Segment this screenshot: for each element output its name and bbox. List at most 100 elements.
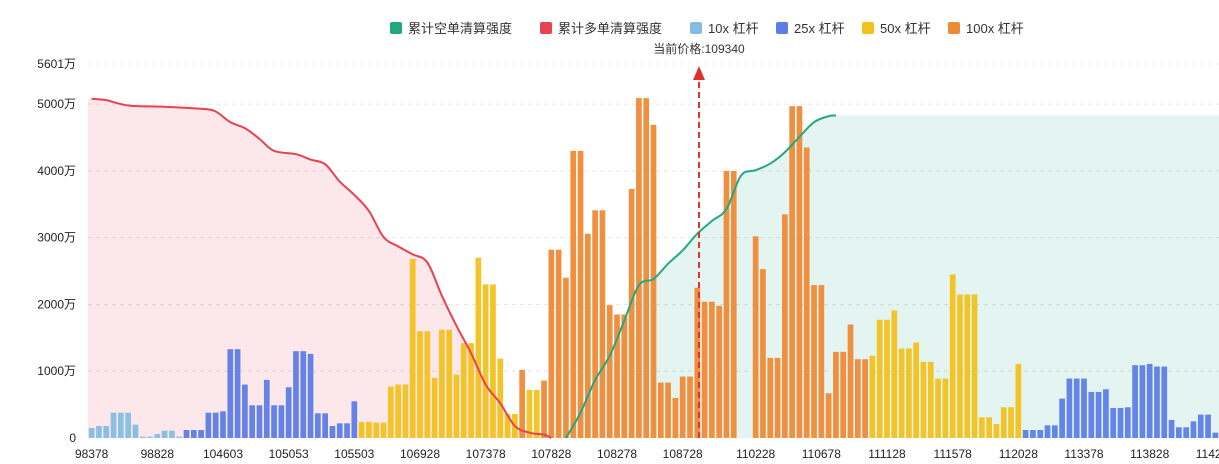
bar-129 bbox=[1030, 429, 1036, 438]
bar-18 bbox=[220, 411, 226, 438]
current-price-marker: 当前价格:109340 bbox=[653, 41, 745, 438]
legend-label: 50x 杠杆 bbox=[880, 21, 931, 36]
bar-51 bbox=[460, 343, 467, 438]
y-tick-label: 5000万 bbox=[37, 97, 76, 111]
bar-22 bbox=[249, 405, 256, 438]
x-tick-label: 113828 bbox=[1130, 447, 1169, 461]
bar-136 bbox=[1081, 378, 1087, 438]
x-tick-label: 110678 bbox=[802, 447, 841, 461]
bar-67 bbox=[577, 150, 584, 439]
bar-66 bbox=[570, 150, 577, 439]
bar-42 bbox=[395, 384, 401, 438]
bar-139 bbox=[1103, 389, 1109, 438]
bar-32 bbox=[322, 413, 328, 438]
long-area bbox=[88, 98, 552, 438]
legend-item[interactable]: 累计多单清算强度 bbox=[540, 21, 662, 36]
x-tick-label: 107828 bbox=[531, 447, 571, 461]
long-cumulative-line bbox=[91, 97, 552, 439]
bar-97 bbox=[796, 106, 803, 438]
legend-label: 25x 杠杆 bbox=[794, 21, 845, 36]
bar-11 bbox=[169, 430, 175, 438]
bar-77 bbox=[650, 124, 657, 438]
leverage-bars bbox=[88, 98, 1219, 439]
bar-106 bbox=[862, 359, 868, 438]
bar-131 bbox=[1044, 425, 1051, 438]
bar-149 bbox=[1176, 427, 1182, 438]
bar-46 bbox=[424, 331, 431, 438]
x-tick-label: 113378 bbox=[1064, 447, 1103, 461]
bar-63 bbox=[548, 249, 555, 438]
bar-114 bbox=[920, 361, 927, 438]
bar-105 bbox=[854, 359, 861, 438]
bar-141 bbox=[1117, 407, 1124, 438]
bar-37 bbox=[358, 421, 365, 438]
bar-93 bbox=[767, 357, 774, 438]
bar-138 bbox=[1095, 391, 1102, 438]
bar-109 bbox=[884, 319, 890, 438]
legend-item[interactable]: 25x 杠杆 bbox=[776, 21, 845, 36]
x-tick-label: 104603 bbox=[203, 447, 243, 461]
x-tick-label: 105503 bbox=[334, 447, 374, 461]
bar-25 bbox=[271, 405, 277, 438]
y-max-label: 5601万 bbox=[37, 57, 76, 71]
bar-85 bbox=[709, 301, 715, 438]
bar-124 bbox=[993, 423, 1000, 438]
bar-98 bbox=[803, 147, 810, 439]
x-tick-label: 106928 bbox=[400, 447, 440, 461]
bar-123 bbox=[986, 417, 992, 438]
bar-92 bbox=[760, 269, 766, 438]
bar-100 bbox=[818, 285, 825, 438]
bar-35 bbox=[344, 423, 350, 438]
bar-125 bbox=[1000, 407, 1007, 438]
bar-36 bbox=[351, 401, 358, 438]
bar-130 bbox=[1037, 429, 1044, 438]
bar-21 bbox=[242, 384, 248, 438]
current-price-label: 当前价格:109340 bbox=[653, 41, 745, 56]
bar-48 bbox=[439, 329, 445, 438]
bar-140 bbox=[1110, 407, 1117, 438]
bar-61 bbox=[533, 389, 540, 438]
bar-47 bbox=[431, 377, 438, 438]
bar-128 bbox=[1022, 429, 1029, 438]
bar-15 bbox=[198, 429, 204, 438]
bar-84 bbox=[701, 301, 708, 438]
y-tick-label: 3000万 bbox=[37, 231, 76, 245]
legend-swatch bbox=[776, 22, 788, 34]
legend-item[interactable]: 50x 杠杆 bbox=[862, 21, 931, 36]
bar-83 bbox=[694, 287, 701, 438]
bar-54 bbox=[482, 284, 489, 438]
bar-79 bbox=[665, 382, 671, 438]
bar-53 bbox=[475, 257, 482, 438]
bar-27 bbox=[285, 387, 292, 438]
bar-143 bbox=[1132, 365, 1138, 438]
current-price-arrow bbox=[693, 66, 705, 80]
bar-152 bbox=[1197, 414, 1204, 438]
bar-119 bbox=[957, 294, 963, 438]
bar-23 bbox=[256, 405, 263, 438]
bar-75 bbox=[636, 98, 642, 439]
bar-31 bbox=[315, 413, 321, 438]
cumulative-lines bbox=[91, 97, 837, 439]
bar-43 bbox=[402, 384, 409, 438]
y-axis: 0 1000万 2000万 3000万 4000万 5000万 5601万 bbox=[37, 57, 76, 445]
bar-126 bbox=[1008, 407, 1014, 438]
legend[interactable]: 累计空单清算强度 累计多单清算强度 10x 杠杆 25x 杠杆 50x 杠杆 100x 杠… bbox=[390, 21, 1024, 36]
bar-9 bbox=[154, 433, 161, 438]
bar-147 bbox=[1161, 366, 1168, 438]
y-tick-label: 0 bbox=[69, 431, 76, 445]
bar-74 bbox=[628, 188, 635, 438]
bar-17 bbox=[212, 412, 219, 438]
legend-item[interactable]: 10x 杠杆 bbox=[690, 21, 759, 36]
bar-112 bbox=[906, 348, 912, 438]
bar-28 bbox=[293, 351, 299, 438]
bar-33 bbox=[329, 425, 336, 438]
bar-132 bbox=[1051, 425, 1058, 438]
legend-item[interactable]: 100x 杠杆 bbox=[948, 21, 1024, 36]
legend-label: 累计空单清算强度 bbox=[408, 21, 512, 36]
bar-113 bbox=[913, 342, 920, 438]
legend-item[interactable]: 累计空单清算强度 bbox=[390, 21, 512, 36]
bar-45 bbox=[417, 331, 423, 438]
legend-swatch bbox=[948, 22, 960, 34]
bar-80 bbox=[672, 397, 679, 438]
bar-96 bbox=[789, 106, 795, 438]
